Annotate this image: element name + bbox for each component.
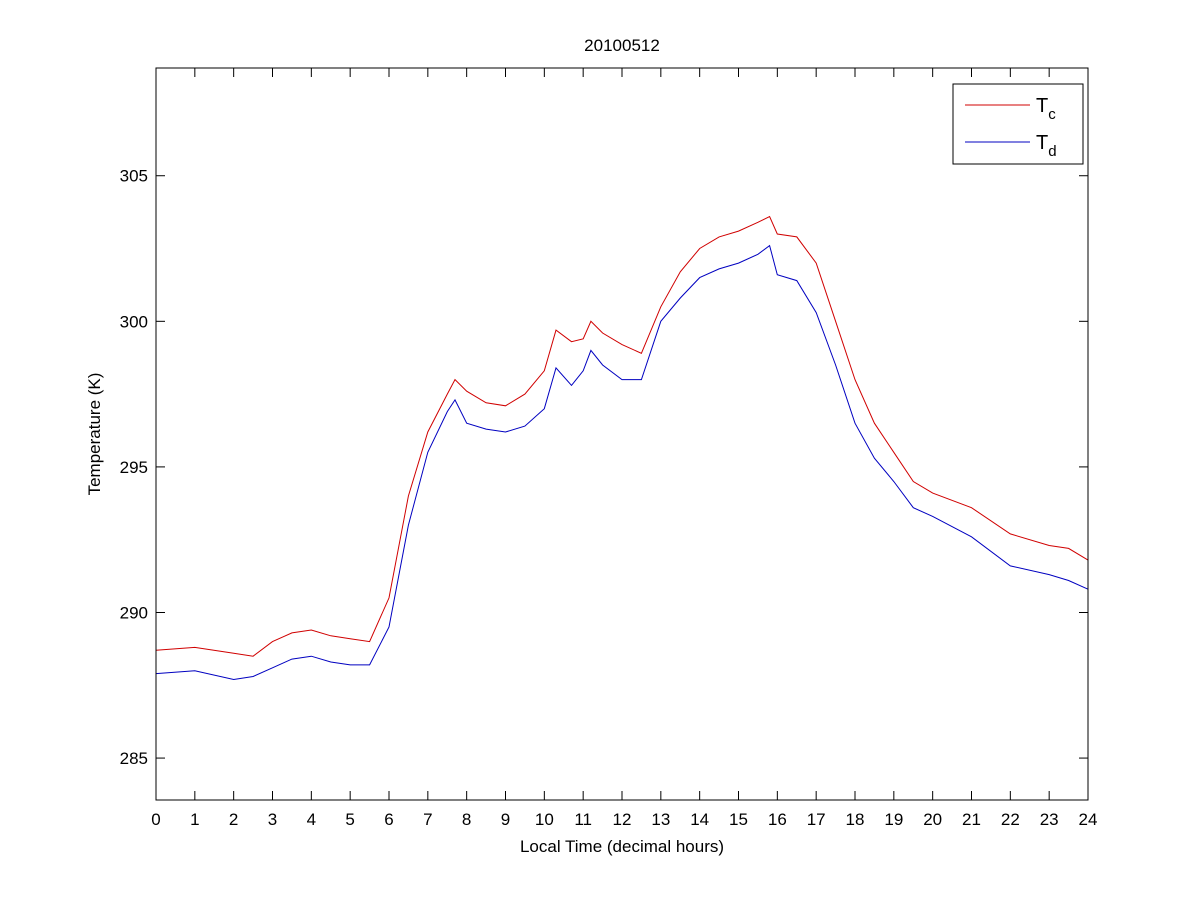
x-tick-label: 10 [535,810,554,829]
legend-label-td: Td [1036,132,1057,160]
x-tick-label: 7 [423,810,432,829]
x-tick-label: 8 [462,810,471,829]
y-axis: 285 290 295 300 305 [120,167,1088,768]
x-tick-label: 20 [923,810,942,829]
chart-title: 20100512 [584,36,660,55]
x-tick-label: 17 [807,810,826,829]
x-tick-label: 16 [768,810,787,829]
x-tick-label: 1 [190,810,199,829]
x-tick-label: 2 [229,810,238,829]
y-tick-label: 305 [120,167,148,186]
x-tick-label: 5 [345,810,354,829]
x-tick-label: 23 [1040,810,1059,829]
x-axis-label: Local Time (decimal hours) [520,837,724,856]
x-tick-label: 11 [574,810,592,829]
plot-area [155,215,1089,681]
y-tick-label: 295 [120,458,148,477]
x-tick-label: 24 [1079,810,1098,829]
x-tick-label: 3 [268,810,277,829]
x-tick-label: 6 [384,810,393,829]
x-tick-label: 4 [307,810,316,829]
x-tick-label: 12 [613,810,632,829]
axes-box [155,67,1089,801]
x-tick-label: 13 [651,810,670,829]
y-axis-label: Temperature (K) [85,373,104,496]
y-tick-label: 300 [120,312,148,331]
y-tick-label: 290 [120,603,148,622]
x-tick-label: 19 [884,810,903,829]
legend-label-tc: Tc [1036,95,1056,123]
x-tick-label: 14 [690,810,709,829]
legend-box [952,83,1084,165]
legend: Tc Td [952,83,1084,165]
series-line-td [155,244,1089,681]
x-tick-label: 18 [846,810,865,829]
x-tick-label: 15 [729,810,748,829]
x-tick-label: 9 [501,810,510,829]
x-axis: 0 1 2 3 4 5 6 7 8 9 10 11 12 13 14 15 16 17 18 19 20 21 22 23 24 [151,68,1097,829]
series-line-tc [155,215,1089,657]
y-tick-label: 285 [120,749,148,768]
x-tick-label: 22 [1001,810,1020,829]
x-tick-label: 0 [151,810,160,829]
x-tick-label: 21 [962,810,981,829]
